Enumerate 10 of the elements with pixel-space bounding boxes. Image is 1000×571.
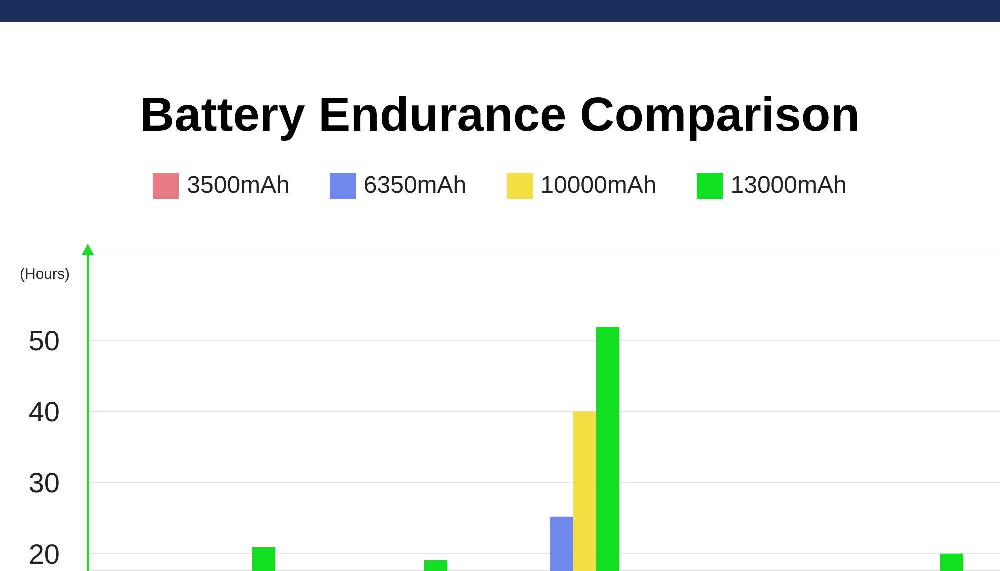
chart-title: Battery Endurance Comparison <box>138 88 862 143</box>
legend-label: 3500mAh <box>187 172 290 200</box>
legend-label: 6350mAh <box>364 172 467 200</box>
y-axis-title: (Hours) <box>20 266 70 283</box>
y-tick-label: 20 <box>28 538 60 570</box>
legend-label: 10000mAh <box>540 172 657 200</box>
y-tick-label: 50 <box>28 325 60 356</box>
legend-label: 13000mAh <box>730 172 847 200</box>
y-tick-label: 30 <box>28 468 60 499</box>
y-tick-label: 40 <box>28 396 60 428</box>
